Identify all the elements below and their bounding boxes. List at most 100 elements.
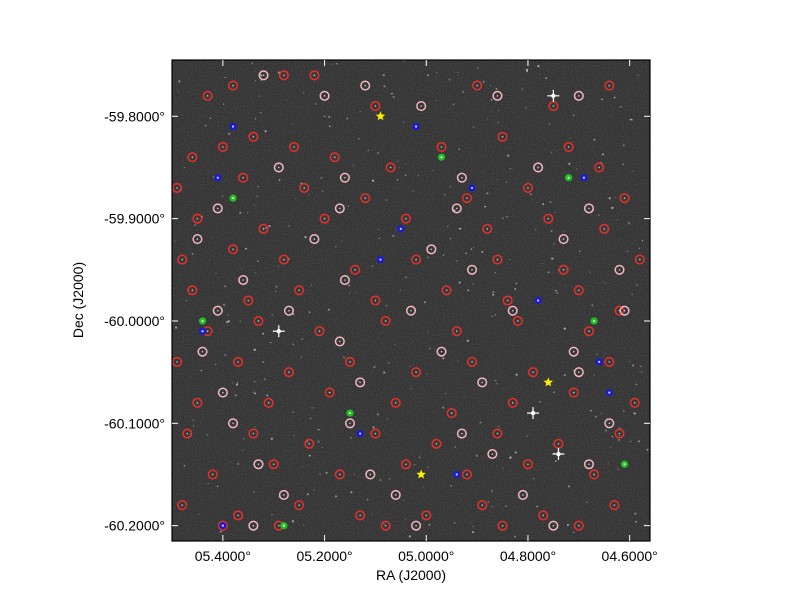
background-star [573, 369, 575, 371]
background-star [191, 439, 193, 441]
background-star [632, 171, 634, 173]
background-star [512, 222, 513, 224]
source-circle [604, 356, 615, 367]
source-dot [572, 391, 575, 394]
source-dot [201, 319, 204, 323]
background-star [527, 484, 529, 487]
background-star [378, 237, 380, 240]
background-star [402, 185, 404, 187]
source-dot [608, 422, 611, 425]
background-star [373, 264, 375, 266]
background-star [507, 154, 510, 157]
background-star [253, 491, 255, 493]
background-star [199, 514, 201, 516]
background-star [572, 114, 575, 117]
background-star [447, 225, 449, 228]
source-dot [598, 360, 601, 364]
background-star [247, 212, 249, 214]
background-star [494, 217, 496, 218]
source-circle [451, 203, 462, 214]
background-star [641, 239, 644, 242]
background-star [490, 110, 492, 112]
source-circle [583, 459, 595, 470]
source-dot [231, 197, 235, 200]
background-star [350, 436, 352, 439]
background-star [207, 483, 209, 485]
background-star [183, 166, 186, 169]
source-circle [543, 213, 554, 224]
source-circle [207, 469, 218, 480]
source-dot [339, 207, 341, 210]
source-circle [456, 172, 467, 183]
background-star [539, 400, 541, 403]
source-dot [374, 105, 377, 107]
background-star [450, 485, 452, 487]
source-dot [318, 330, 321, 333]
source-circle [380, 315, 391, 327]
background-star [392, 95, 395, 99]
background-star [386, 417, 389, 420]
background-star [629, 360, 630, 362]
background-star [236, 108, 238, 110]
background-star [449, 185, 452, 188]
source-dot [364, 197, 367, 199]
source-circle [492, 90, 503, 101]
background-star [413, 463, 416, 466]
background-star [409, 365, 412, 368]
source-dot [639, 258, 641, 261]
background-star [515, 282, 518, 285]
background-star [427, 466, 430, 469]
source-dot [481, 504, 483, 506]
source-dot [354, 268, 356, 271]
background-star [292, 411, 294, 413]
background-star [498, 110, 500, 112]
x-axis-label: RA (J2000) [376, 567, 446, 583]
source-dot [298, 289, 300, 292]
source-circle [568, 387, 579, 398]
source-dot [562, 238, 565, 240]
background-star [539, 74, 541, 76]
background-star [542, 203, 545, 206]
background-star [372, 426, 375, 429]
background-star [385, 304, 388, 307]
background-star [253, 348, 256, 351]
background-star [311, 284, 313, 286]
source-dot [394, 402, 397, 404]
source-circle [436, 346, 447, 357]
source-dot [339, 340, 341, 343]
source-dot [445, 289, 448, 292]
source-dot [527, 187, 529, 189]
source-dot [232, 84, 234, 87]
source-circle [522, 459, 534, 470]
source-circle [319, 90, 330, 101]
background-star [217, 122, 219, 124]
background-star [489, 85, 491, 87]
source-circle [502, 295, 513, 306]
background-star [427, 331, 429, 333]
source-dot [216, 176, 219, 179]
background-star [398, 167, 400, 169]
background-star [304, 185, 305, 187]
background-star [224, 354, 227, 357]
background-star [601, 153, 605, 156]
background-star [395, 229, 397, 231]
source-dot [476, 84, 478, 87]
background-star [259, 95, 261, 97]
background-star [263, 378, 266, 381]
source-dot [288, 371, 290, 373]
source-circle [527, 367, 539, 378]
background-star [262, 361, 265, 363]
source-dot [196, 402, 199, 404]
background-star [623, 410, 625, 412]
background-star [491, 315, 494, 318]
source-circle [177, 500, 188, 511]
background-star [476, 66, 479, 69]
source-circle [558, 264, 569, 275]
source-circle [538, 510, 549, 521]
background-star [232, 382, 234, 384]
background-star [529, 193, 532, 196]
background-star [495, 88, 498, 90]
background-star [412, 190, 414, 192]
background-star [428, 523, 431, 527]
background-star [306, 493, 309, 496]
